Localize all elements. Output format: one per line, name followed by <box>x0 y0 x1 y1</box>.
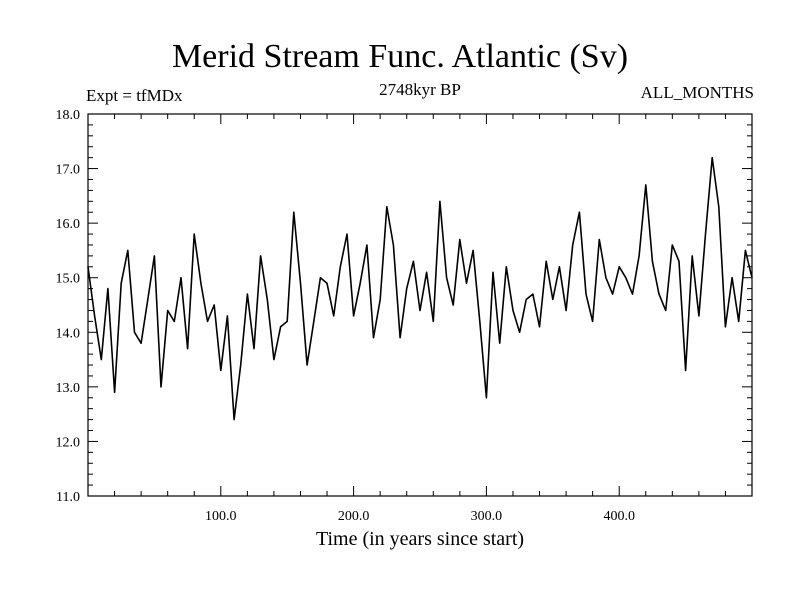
y-tick-label: 14.0 <box>56 326 81 341</box>
experiment-label: Expt = tfMDx <box>86 86 183 105</box>
y-tick-label: 12.0 <box>56 435 81 450</box>
period-label: 2748kyr BP <box>379 80 461 99</box>
y-tick-label: 11.0 <box>56 490 80 505</box>
x-tick-label: 200.0 <box>338 509 370 524</box>
y-tick-label: 18.0 <box>56 108 81 123</box>
series-line <box>87 156 753 421</box>
y-tick-label: 15.0 <box>56 272 81 287</box>
months-label: ALL_MONTHS <box>640 83 754 102</box>
chart-title: Merid Stream Func. Atlantic (Sv) <box>171 38 629 75</box>
x-axis-label: Time (in years since start) <box>315 528 525 550</box>
y-tick-label: 17.0 <box>56 163 81 178</box>
ticks-layer: 11.0 12.0 13.0 14.0 15.0 16.0 17.0 18.0 100.0 200… <box>56 108 752 524</box>
y-tick-label: 16.0 <box>56 217 81 232</box>
plot-frame <box>87 113 753 497</box>
x-tick-label: 100.0 <box>205 509 237 524</box>
y-tick-label: 13.0 <box>56 381 81 396</box>
x-tick-label: 300.0 <box>471 509 503 524</box>
series-layer <box>87 156 753 421</box>
x-tick-label: 400.0 <box>603 509 635 524</box>
